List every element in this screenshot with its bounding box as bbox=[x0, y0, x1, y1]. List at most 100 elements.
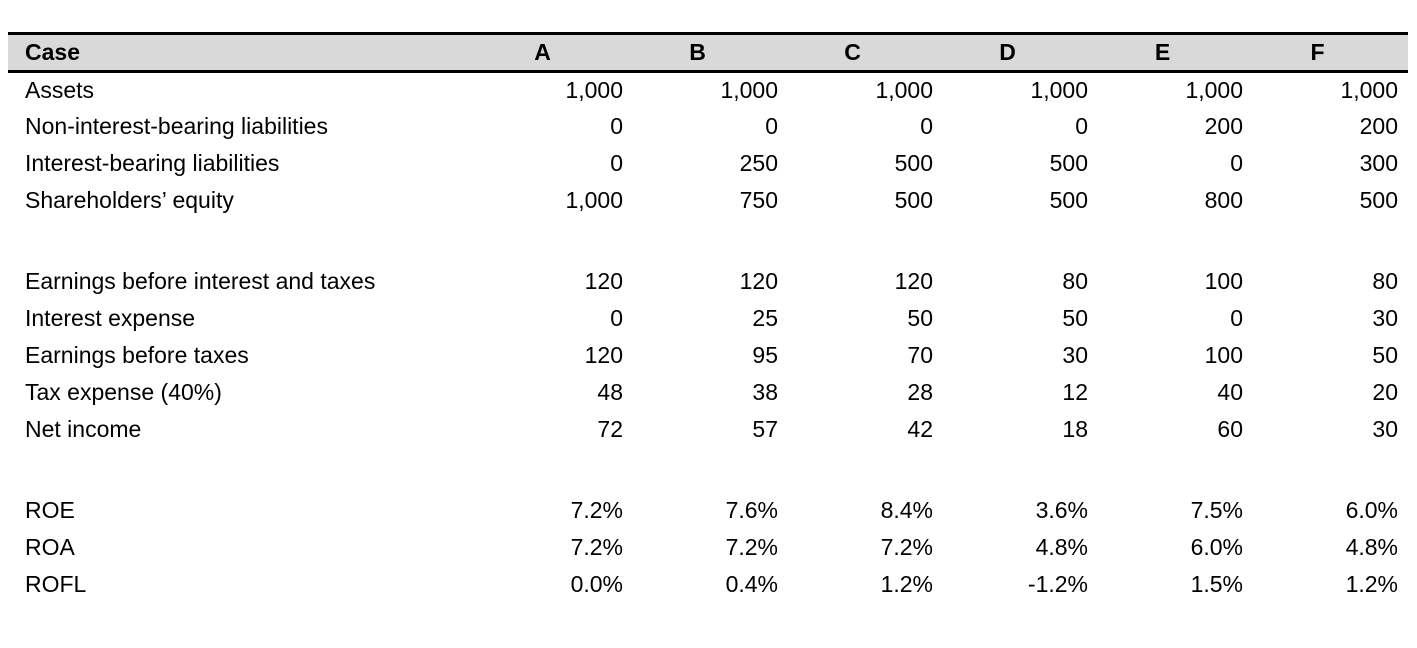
cell-value: 4.8% bbox=[1035, 534, 1088, 561]
cell-value: 120 bbox=[584, 342, 623, 369]
cell-value: 4.8% bbox=[1345, 534, 1398, 561]
cell-value: 1.2% bbox=[1345, 571, 1398, 598]
row-label: Interest expense bbox=[25, 305, 196, 332]
cell-value: 500 bbox=[1359, 187, 1398, 214]
table-row: ROA 7.2% 7.2% 7.2% 4.8% 6.0% 4.8% bbox=[8, 530, 1408, 567]
cell-value: 100 bbox=[1204, 268, 1243, 295]
row-label: Net income bbox=[25, 416, 142, 443]
cell-value: 80 bbox=[1372, 268, 1398, 295]
table-row: Earnings before interest and taxes 120 120… bbox=[8, 264, 1408, 301]
cell-value: 1,000 bbox=[565, 187, 623, 214]
spacer-cell bbox=[8, 449, 1408, 493]
cell-value: 1,000 bbox=[720, 76, 778, 103]
cell-value: 500 bbox=[1049, 187, 1088, 214]
table-body: Assets 1,000 1,000 1,000 1,000 1,000 1,000 Non-… bbox=[8, 72, 1408, 604]
cell-value: 1,000 bbox=[1030, 76, 1088, 103]
cell-value: 0 bbox=[1230, 150, 1243, 177]
cell-value: 0 bbox=[920, 113, 933, 140]
cell-value: 60 bbox=[1217, 416, 1243, 443]
cell-value: 50 bbox=[1062, 305, 1088, 332]
spacer-cell bbox=[8, 220, 1408, 264]
cell-value: 38 bbox=[752, 379, 778, 406]
cell-value: 7.2% bbox=[880, 534, 933, 561]
cell-value: 50 bbox=[907, 305, 933, 332]
cell-value: 0 bbox=[765, 113, 778, 140]
cell-value: 120 bbox=[894, 268, 933, 295]
cell-value: 0 bbox=[610, 305, 623, 332]
cell-value: 120 bbox=[584, 268, 623, 295]
row-label: Non-interest-bearing liabilities bbox=[25, 113, 328, 140]
row-label: Assets bbox=[25, 76, 95, 103]
cell-value: 500 bbox=[1049, 150, 1088, 177]
cell-value: 1,000 bbox=[565, 76, 623, 103]
header-col-c: C bbox=[788, 32, 943, 73]
cell-value: 1,000 bbox=[875, 76, 933, 103]
header-col-d: D bbox=[943, 32, 1098, 73]
cell-value: 70 bbox=[907, 342, 933, 369]
cell-value: 8.4% bbox=[880, 497, 933, 524]
cell-value: 1,000 bbox=[1185, 76, 1243, 103]
table-row: Non-interest-bearing liabilities 0 0 0 0 200 2… bbox=[8, 109, 1408, 146]
cell-value: 0 bbox=[610, 150, 623, 177]
cell-value: 18 bbox=[1062, 416, 1088, 443]
row-label: Earnings before interest and taxes bbox=[25, 268, 376, 295]
row-label: Earnings before taxes bbox=[25, 342, 249, 369]
cell-value: 0.4% bbox=[725, 571, 778, 598]
table-row: Net income 72 57 42 18 60 30 bbox=[8, 412, 1408, 449]
cell-value: 80 bbox=[1062, 268, 1088, 295]
cell-value: 800 bbox=[1204, 187, 1243, 214]
table-row: Earnings before taxes 120 95 70 30 100 50 bbox=[8, 338, 1408, 375]
cell-value: 100 bbox=[1204, 342, 1243, 369]
cell-value: 0 bbox=[610, 113, 623, 140]
table-row: Interest-bearing liabilities 0 250 500 500 0 3… bbox=[8, 146, 1408, 183]
cell-value: 120 bbox=[739, 268, 778, 295]
cell-value: 40 bbox=[1217, 379, 1243, 406]
cell-value: 20 bbox=[1372, 379, 1398, 406]
cell-value: 1,000 bbox=[1340, 76, 1398, 103]
cell-value: 48 bbox=[597, 379, 623, 406]
cell-value: 7.5% bbox=[1190, 497, 1243, 524]
table-row: Shareholders’ equity 1,000 750 500 500 800 500 bbox=[8, 183, 1408, 220]
cell-value: -1.2% bbox=[1027, 571, 1088, 598]
cell-value: 300 bbox=[1359, 150, 1398, 177]
table-row: ROFL 0.0% 0.4% 1.2% -1.2% 1.5% 1.2% bbox=[8, 567, 1408, 604]
cell-value: 7.2% bbox=[570, 497, 623, 524]
cell-value: 500 bbox=[894, 150, 933, 177]
cell-value: 200 bbox=[1359, 113, 1398, 140]
cell-value: 95 bbox=[752, 342, 778, 369]
cell-value: 42 bbox=[907, 416, 933, 443]
cell-value: 3.6% bbox=[1035, 497, 1088, 524]
header-case-label: Case bbox=[8, 32, 478, 73]
header-col-e: E bbox=[1098, 32, 1253, 73]
table-row: Tax expense (40%) 48 38 28 12 40 20 bbox=[8, 375, 1408, 412]
row-label: ROA bbox=[25, 534, 75, 561]
cell-value: 57 bbox=[752, 416, 778, 443]
cell-value: 50 bbox=[1372, 342, 1398, 369]
cell-value: 30 bbox=[1372, 416, 1398, 443]
row-label: Interest-bearing liabilities bbox=[25, 150, 280, 177]
cell-value: 72 bbox=[597, 416, 623, 443]
cell-value: 6.0% bbox=[1190, 534, 1243, 561]
cell-value: 30 bbox=[1062, 342, 1088, 369]
header-col-a: A bbox=[478, 32, 633, 73]
row-label: ROFL bbox=[25, 571, 87, 598]
cell-value: 12 bbox=[1062, 379, 1088, 406]
cell-value: 750 bbox=[739, 187, 778, 214]
cell-value: 25 bbox=[752, 305, 778, 332]
table-row: ROE 7.2% 7.6% 8.4% 3.6% 7.5% 6.0% bbox=[8, 493, 1408, 530]
cell-value: 0.0% bbox=[570, 571, 623, 598]
row-label: Tax expense (40%) bbox=[25, 379, 222, 406]
row-label: Shareholders’ equity bbox=[25, 187, 234, 214]
cell-value: 0 bbox=[1230, 305, 1243, 332]
section-spacer bbox=[8, 220, 1408, 264]
cell-value: 7.6% bbox=[725, 497, 778, 524]
cell-value: 30 bbox=[1372, 305, 1398, 332]
cell-value: 6.0% bbox=[1345, 497, 1398, 524]
cell-value: 7.2% bbox=[570, 534, 623, 561]
cell-value: 28 bbox=[907, 379, 933, 406]
cell-value: 500 bbox=[894, 187, 933, 214]
